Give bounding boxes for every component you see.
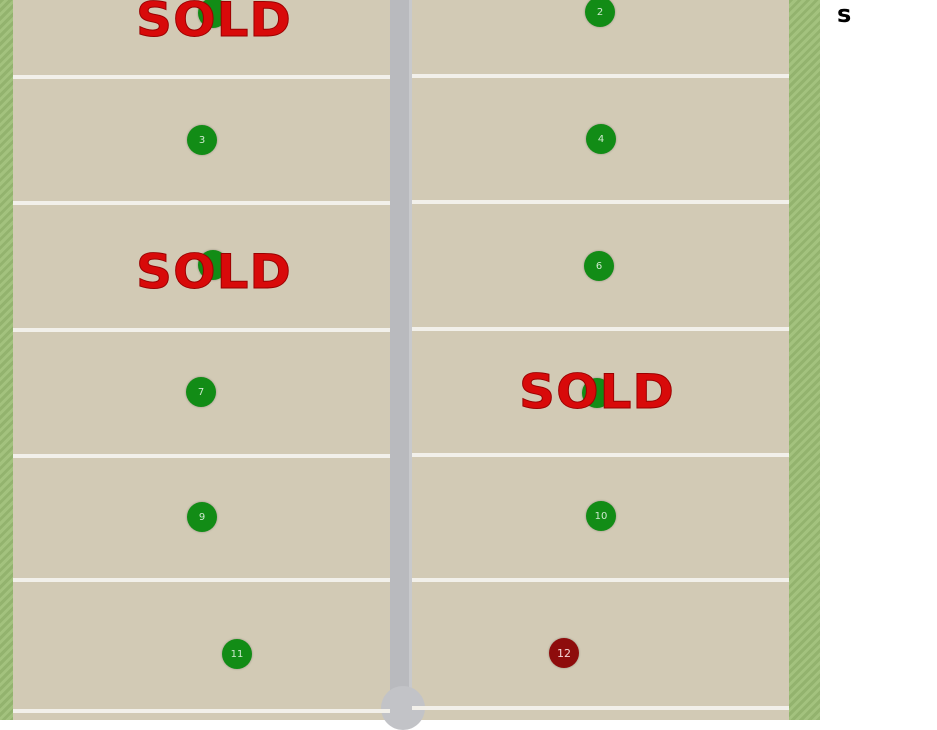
lot-boundary xyxy=(13,201,390,205)
sold-overlay: SOLD xyxy=(136,0,292,48)
lot-marker[interactable]: 6 xyxy=(584,251,614,281)
sidebar-text: s xyxy=(837,0,852,28)
lot-marker[interactable]: 7 xyxy=(186,377,216,407)
lot-marker[interactable]: 3 xyxy=(187,125,217,155)
lot-marker[interactable]: 2 xyxy=(585,0,615,27)
site-plan-map[interactable]: SOLD 2 3 4 SOLD 6 7 SOLD 9 10 11 12 xyxy=(0,0,820,730)
lot-marker[interactable]: 4 xyxy=(586,124,616,154)
lot-boundary xyxy=(412,706,789,710)
lot-marker[interactable] xyxy=(198,250,228,280)
lot-boundary xyxy=(412,453,789,457)
sold-overlay: SOLD xyxy=(136,244,292,300)
lot-marker[interactable]: 12 xyxy=(549,638,579,668)
lot-boundary xyxy=(13,328,390,332)
lot-boundary xyxy=(13,578,390,582)
lot-boundary xyxy=(412,327,789,331)
lot-boundary xyxy=(13,75,390,79)
lot-boundary xyxy=(13,709,390,713)
lot-boundary xyxy=(412,74,789,78)
lot-marker[interactable]: 11 xyxy=(222,639,252,669)
lot-marker[interactable] xyxy=(198,0,228,28)
lot-boundary xyxy=(412,200,789,204)
lot-boundary xyxy=(13,454,390,458)
lot-marker[interactable] xyxy=(582,378,612,408)
lot-marker[interactable]: 10 xyxy=(586,501,616,531)
sold-overlay: SOLD xyxy=(519,364,675,420)
lot-boundary xyxy=(412,578,789,582)
lot-marker[interactable]: 9 xyxy=(187,502,217,532)
road xyxy=(390,0,412,720)
